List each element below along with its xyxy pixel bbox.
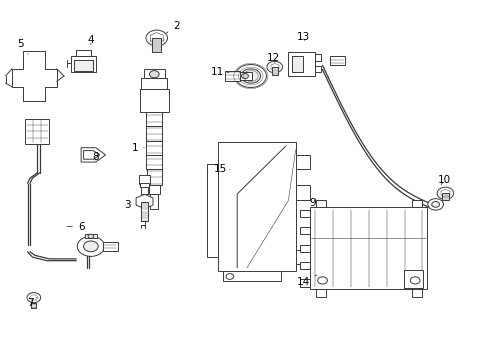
Bar: [403, 270, 423, 288]
Circle shape: [241, 69, 260, 83]
Bar: [141, 78, 167, 89]
Text: 14: 14: [296, 275, 316, 287]
Bar: [146, 140, 162, 155]
Circle shape: [235, 64, 266, 87]
Bar: [411, 201, 421, 207]
Text: 5: 5: [17, 39, 28, 54]
Circle shape: [409, 277, 419, 284]
Bar: [76, 50, 91, 56]
Circle shape: [146, 30, 167, 46]
Circle shape: [431, 202, 439, 207]
Bar: [310, 207, 427, 289]
Text: 10: 10: [437, 175, 450, 185]
Bar: [31, 303, 36, 309]
Text: 2: 2: [166, 21, 179, 33]
Circle shape: [27, 293, 41, 303]
Bar: [238, 72, 252, 80]
Circle shape: [88, 234, 94, 238]
Bar: [295, 155, 310, 169]
Bar: [217, 142, 295, 271]
Circle shape: [225, 274, 233, 279]
Bar: [316, 201, 325, 207]
Bar: [299, 262, 310, 269]
Circle shape: [241, 73, 248, 78]
Polygon shape: [81, 148, 105, 162]
Bar: [292, 56, 303, 72]
Bar: [295, 185, 310, 200]
Bar: [299, 244, 310, 252]
Text: 3: 3: [124, 200, 137, 210]
Polygon shape: [83, 150, 100, 159]
Circle shape: [149, 71, 159, 78]
Text: 13: 13: [296, 32, 309, 41]
Bar: [147, 169, 161, 185]
Bar: [299, 227, 310, 234]
Bar: [71, 56, 96, 72]
Bar: [222, 271, 281, 282]
Bar: [141, 202, 148, 221]
Bar: [25, 119, 49, 144]
Bar: [152, 38, 161, 51]
Text: 1: 1: [131, 143, 144, 153]
Circle shape: [83, 241, 98, 252]
Circle shape: [427, 199, 443, 210]
Text: 11: 11: [211, 67, 228, 77]
Bar: [315, 66, 321, 72]
Bar: [140, 89, 168, 112]
Text: 6: 6: [67, 222, 84, 231]
Text: 8: 8: [92, 152, 99, 162]
Bar: [85, 234, 97, 238]
Bar: [139, 175, 150, 184]
Bar: [224, 71, 239, 81]
Circle shape: [317, 277, 327, 284]
Bar: [411, 289, 421, 297]
Bar: [271, 67, 277, 75]
Bar: [141, 187, 148, 194]
Bar: [295, 250, 310, 264]
Circle shape: [77, 236, 104, 256]
Bar: [74, 60, 93, 71]
Bar: [316, 289, 325, 297]
Bar: [329, 56, 345, 65]
Text: 7: 7: [26, 298, 36, 308]
Bar: [146, 112, 162, 126]
Bar: [441, 193, 448, 201]
Bar: [150, 194, 158, 209]
Bar: [149, 185, 159, 194]
Bar: [146, 155, 162, 169]
Circle shape: [436, 187, 453, 199]
Bar: [140, 183, 149, 187]
Bar: [288, 51, 315, 76]
Text: 4: 4: [87, 35, 94, 45]
Bar: [143, 69, 164, 78]
Bar: [103, 242, 118, 251]
Polygon shape: [136, 194, 153, 209]
Bar: [206, 164, 217, 257]
Bar: [299, 210, 310, 217]
Bar: [146, 126, 162, 140]
Text: 15: 15: [213, 164, 229, 174]
Text: 12: 12: [266, 53, 280, 63]
Circle shape: [266, 61, 282, 73]
Bar: [299, 279, 310, 287]
Text: 9: 9: [309, 198, 315, 208]
Bar: [315, 54, 321, 61]
